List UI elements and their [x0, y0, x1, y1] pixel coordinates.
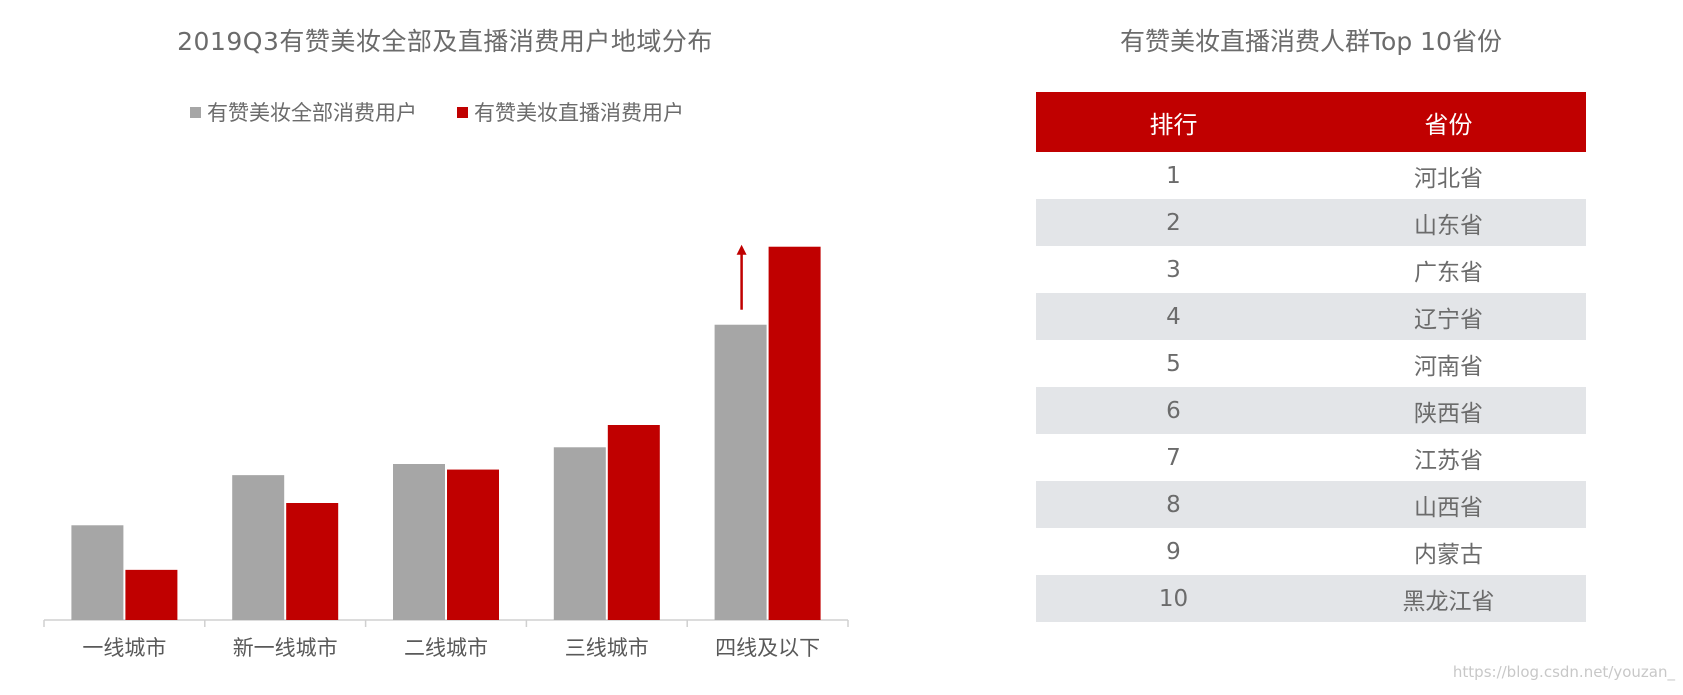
province-cell: 广东省 [1414, 259, 1483, 286]
rank-cell: 4 [1036, 293, 1311, 340]
table-row: 6 陕西省 [1036, 387, 1586, 434]
legend-label-all-users: 有赞美妆全部消费用户 [207, 101, 417, 125]
rank-cell: 10 [1036, 575, 1311, 622]
header-rank: 排行 [1036, 92, 1311, 152]
watermark: https://blog.csdn.net/youzan_ [1452, 663, 1675, 681]
table-row: 3 广东省 [1036, 246, 1586, 293]
legend-label-live-users: 有赞美妆直播消费用户 [474, 101, 684, 125]
header-province: 省份 [1311, 92, 1586, 152]
province-cell: 陕西省 [1311, 387, 1586, 434]
rank-cell: 9 [1166, 538, 1181, 565]
legend-item-all-users: 有赞美妆全部消费用户 [190, 97, 417, 127]
rank-cell: 3 [1166, 256, 1181, 283]
bar-chart: 一线城市 新一线城市 二线城市 三线城市 四线及以下 [43, 244, 849, 660]
rank-cell: 5 [1166, 350, 1181, 377]
x-tick-label: 一线城市 [82, 636, 166, 660]
up-arrow-head [736, 244, 747, 255]
province-cell: 河北省 [1414, 165, 1483, 192]
rank-cell: 7 [1166, 444, 1181, 471]
province-cell: 江苏省 [1414, 447, 1483, 474]
table-title: 有赞美妆直播消费人群Top 10省份 [1120, 27, 1502, 56]
table-row: 5 河南省 [1036, 340, 1586, 387]
bar-live-users [286, 503, 339, 620]
chart-legend: 有赞美妆全部消费用户 有赞美妆直播消费用户 [190, 97, 724, 127]
x-tick-label: 三线城市 [565, 636, 649, 660]
table-row: 9 内蒙古 [1036, 528, 1586, 575]
province-cell: 内蒙古 [1414, 541, 1483, 568]
table-row: 1 河北省 [1036, 152, 1586, 199]
bar-live-users [768, 246, 821, 620]
bar-all-users [71, 525, 124, 620]
bar-all-users [714, 324, 767, 620]
province-cell: 辽宁省 [1311, 293, 1586, 340]
table-row: 7 江苏省 [1036, 434, 1586, 481]
province-cell: 黑龙江省 [1311, 575, 1586, 622]
rank-cell: 2 [1036, 199, 1311, 246]
bar-all-users [232, 475, 285, 620]
province-rank-table: 排行 省份 1 河北省 2 山东省 3 广东省 4 辽宁省 5 河南省 6 陕西… [1036, 92, 1586, 622]
bar-live-users [125, 569, 178, 620]
rank-cell: 1 [1166, 162, 1181, 189]
chart-title: 2019Q3有赞美妆全部及直播消费用户地域分布 [177, 27, 713, 56]
table-header-row: 排行 省份 [1036, 92, 1586, 152]
province-cell: 山东省 [1311, 199, 1586, 246]
table-row: 10 黑龙江省 [1036, 575, 1586, 622]
x-tick-label: 新一线城市 [233, 636, 338, 660]
bar-live-users [607, 425, 660, 620]
x-tick-label: 二线城市 [404, 636, 488, 660]
bar-all-users [393, 464, 445, 620]
legend-item-live-users: 有赞美妆直播消费用户 [457, 97, 684, 127]
table-row: 8 山西省 [1036, 481, 1586, 528]
rank-cell: 6 [1036, 387, 1311, 434]
bar-all-users [553, 447, 606, 620]
x-tick-label: 四线及以下 [715, 636, 820, 660]
legend-swatch-gray [190, 106, 201, 118]
table-row: 2 山东省 [1036, 199, 1586, 246]
rank-cell: 8 [1036, 481, 1311, 528]
province-cell: 河南省 [1414, 353, 1483, 380]
table-row: 4 辽宁省 [1036, 293, 1586, 340]
province-cell: 山西省 [1311, 481, 1586, 528]
bar-live-users [447, 469, 499, 620]
legend-swatch-red [457, 106, 468, 118]
